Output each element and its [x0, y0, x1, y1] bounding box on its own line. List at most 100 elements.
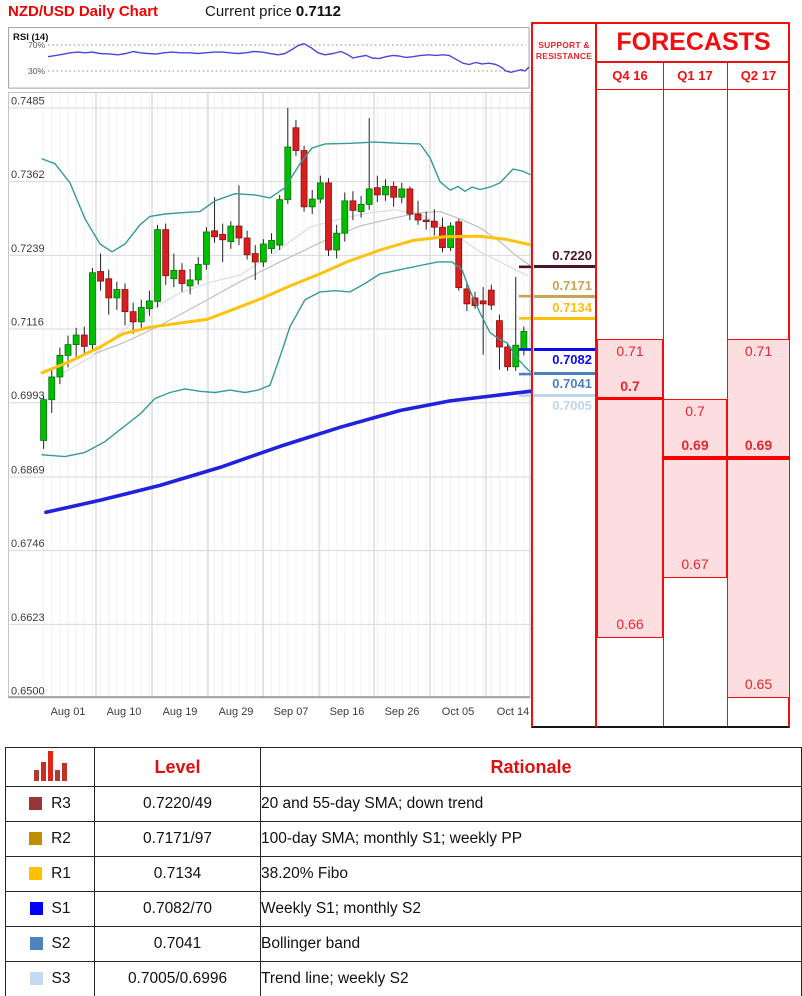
- y-axis-label: 0.7485: [11, 96, 45, 108]
- forecast-range-box: [663, 398, 727, 579]
- forecast-pivot-value: 0.7: [620, 377, 640, 394]
- candle-up: [308, 198, 316, 208]
- candle-down: [406, 188, 414, 215]
- candle-down: [121, 289, 129, 313]
- candle-up: [48, 376, 56, 401]
- bar-chart-icon-bar: [40, 761, 46, 781]
- sma-100-line: [40, 234, 532, 375]
- bar-chart-icon-bar: [61, 762, 67, 781]
- candle-up: [194, 263, 202, 281]
- candle-up: [365, 188, 373, 205]
- candle-up: [202, 231, 210, 265]
- level-color-swatch: [29, 937, 43, 950]
- forecast-pivot-line: [663, 456, 727, 460]
- candle-up: [284, 146, 292, 201]
- level-id-cell: R1: [5, 856, 95, 892]
- table-row-r3: R3 0.7220/49 20 and 55-day SMA; down trend: [5, 786, 802, 822]
- y-axis-label: 0.6500: [11, 686, 45, 698]
- candle-up: [382, 186, 389, 196]
- forecast-quarter-label: Q2 17: [740, 68, 777, 83]
- candle-up: [357, 204, 365, 213]
- candle-up: [154, 229, 161, 302]
- sr-level-label: 0.7220: [552, 248, 592, 264]
- sma-200-line: [44, 389, 532, 515]
- level-color-swatch: [29, 797, 43, 810]
- candle-down: [80, 334, 88, 347]
- y-axis-label: 0.6746: [11, 538, 45, 550]
- candle-up: [146, 300, 153, 310]
- forecast-top-value: 0.7: [685, 402, 705, 419]
- rationale-cell: Trend line; weekly S2: [260, 961, 802, 996]
- candle-up: [520, 331, 528, 351]
- level-edge-tick: [519, 394, 531, 397]
- rationale-cell: 20 and 55-day SMA; down trend: [260, 786, 802, 822]
- forecast-quarter-label: Q1 17: [677, 68, 713, 83]
- candle-down: [479, 300, 487, 305]
- bar-chart-icon-bar: [33, 769, 39, 781]
- sr-level-label: 0.7041: [552, 376, 592, 392]
- candle-up: [276, 199, 284, 246]
- y-axis-label: 0.6623: [11, 612, 45, 624]
- candle-down: [349, 200, 357, 211]
- x-axis-label: Sep 07: [274, 706, 309, 718]
- candle-up: [268, 239, 275, 250]
- x-axis-label: Sep 16: [330, 706, 365, 718]
- candle-down: [430, 220, 438, 228]
- candle-down: [463, 288, 471, 305]
- x-axis-label: Aug 29: [219, 706, 254, 718]
- table-row-r2: R2 0.7171/97 100-day SMA; monthly S1; week…: [5, 821, 802, 857]
- forecast-bottom-value: 0.65: [744, 676, 773, 692]
- sr-level-label: 0.7171: [552, 277, 592, 293]
- forecast-column-border: [663, 62, 665, 726]
- rationale-cell: Weekly S1; monthly S2: [260, 891, 802, 927]
- candle-down: [178, 269, 186, 284]
- level-id-cell: R3: [5, 786, 95, 822]
- sr-level-label: 0.7134: [552, 299, 592, 315]
- level-edge-tick: [519, 294, 531, 298]
- x-axis-label: Sep 26: [385, 706, 420, 718]
- sr-level-line: [533, 316, 595, 320]
- candle-up: [398, 188, 406, 198]
- rsi-label: RSI (14): [13, 32, 48, 43]
- candle-up: [227, 225, 235, 242]
- forecasts-header-divider: [597, 61, 790, 63]
- table-header-row: Level Rationale: [5, 747, 802, 787]
- candle-down: [219, 233, 227, 241]
- candle-down: [235, 225, 243, 239]
- level-edge-tick: [519, 317, 531, 320]
- forecast-pivot-line: [727, 456, 790, 460]
- bar-chart-icon-bar: [54, 769, 60, 781]
- level-value-cell: 0.7082/70: [94, 891, 261, 927]
- current-price-label: Current price: [205, 3, 292, 20]
- candle-up: [333, 232, 341, 251]
- candle-up: [72, 334, 80, 346]
- bollinger-upper-line: [41, 141, 531, 253]
- candle-down: [504, 346, 511, 368]
- candle-down: [105, 278, 113, 299]
- bollinger-lower-line: [41, 261, 531, 458]
- rsi-panel: 70% 30% RSI (14): [8, 27, 530, 89]
- candle-up: [137, 307, 145, 323]
- forecasts-quarter-divider: [597, 88, 790, 90]
- candle-down: [414, 213, 422, 221]
- sr-level-line: [533, 372, 595, 376]
- level-id-cell: R2: [5, 821, 95, 857]
- sma-20-line: [59, 209, 529, 376]
- rsi-line: [47, 43, 530, 74]
- titlebar: NZD/USD Daily Chart Current price 0.7112: [8, 3, 528, 23]
- level-id-cell: S2: [5, 926, 95, 962]
- forecast-range-box: [727, 338, 790, 698]
- level-color-swatch: [29, 972, 43, 985]
- sr-level-line: [533, 347, 595, 351]
- candle-down: [300, 150, 308, 208]
- levels-table: Level Rationale R3 0.7220/49 20 and 55-day…: [5, 747, 802, 996]
- candle-up: [113, 289, 121, 299]
- sr-level-line: [533, 294, 595, 298]
- level-edge-tick: [519, 265, 531, 269]
- level-color-swatch: [29, 867, 43, 880]
- rationale-header: Rationale: [260, 747, 802, 787]
- x-axis-label: Oct 14: [497, 706, 529, 718]
- level-value-cell: 0.7005/0.6996: [94, 961, 261, 996]
- chart-title: NZD/USD Daily Chart: [8, 3, 159, 20]
- x-axis-label: Aug 01: [51, 706, 86, 718]
